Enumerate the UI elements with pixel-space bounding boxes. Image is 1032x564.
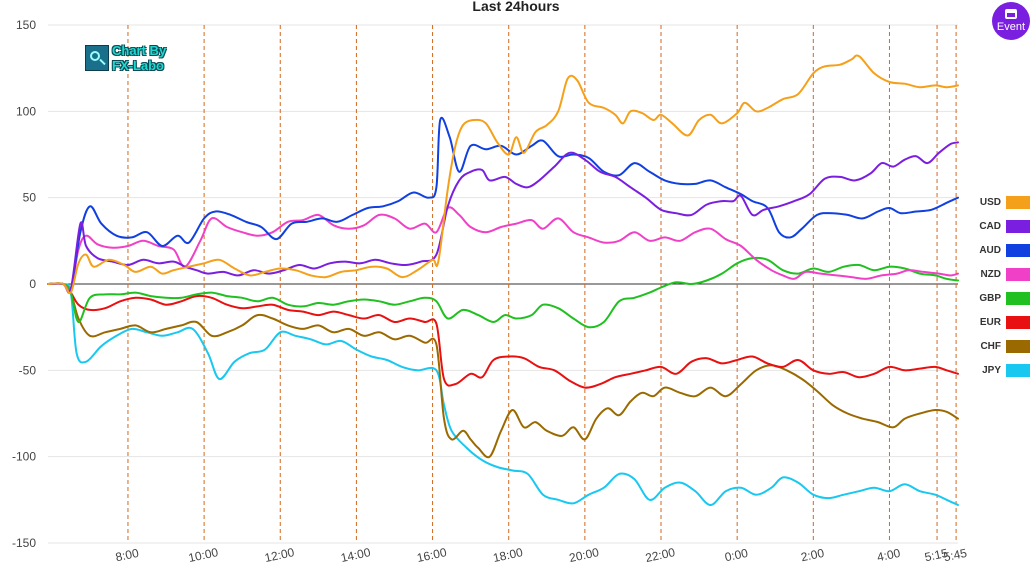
x-tick-label: 0:00	[723, 546, 749, 564]
x-tick-label: 8:00	[114, 546, 140, 564]
x-tick-label: 5:15	[923, 546, 949, 564]
fx-labo-logo: Chart By FX-Labo	[85, 43, 166, 73]
series-line-chf	[47, 282, 959, 459]
vertical-gridlines	[127, 25, 957, 543]
legend-item-nzd[interactable]: NZD	[968, 262, 1030, 286]
legend-swatch	[1006, 243, 1030, 257]
x-axis: 8:00 10:00 12:00 14:00 16:00 18:00 20:00 22:00 0…	[114, 545, 968, 564]
magnifier-chart-icon	[85, 45, 109, 71]
x-tick-label: 10:00	[187, 545, 220, 564]
legend-label: CAD	[979, 220, 1001, 232]
legend-swatch	[1006, 195, 1030, 209]
legend-item-jpy[interactable]: JPY	[968, 358, 1030, 382]
y-tick-label: 100	[16, 104, 36, 118]
series-lines	[47, 54, 959, 506]
legend-item-chf[interactable]: CHF	[968, 334, 1030, 358]
legend-label: EUR	[979, 316, 1001, 328]
x-tick-label: 4:00	[876, 546, 902, 564]
series-line-aud	[47, 116, 959, 294]
legend-swatch	[1006, 363, 1030, 377]
x-tick-label: 22:00	[644, 545, 677, 564]
series-line-nzd	[47, 206, 959, 292]
legend-label: AUD	[979, 244, 1001, 256]
y-tick-label: 50	[23, 191, 37, 205]
series-line-usd	[47, 54, 959, 295]
chart-title: Last 24hours	[472, 0, 560, 14]
x-tick-label: 20:00	[568, 545, 601, 564]
x-tick-label: 12:00	[263, 545, 296, 564]
x-tick-label: 14:00	[339, 545, 372, 564]
y-tick-label: 0	[29, 277, 36, 291]
horizontal-gridlines	[48, 24, 958, 544]
legend-label: JPY	[982, 364, 1001, 376]
legend-item-aud[interactable]: AUD	[968, 238, 1030, 262]
legend-swatch	[1006, 315, 1030, 329]
series-line-eur	[47, 282, 959, 389]
y-tick-label: -50	[19, 363, 37, 377]
y-tick-label: 150	[16, 18, 36, 32]
x-tick-label: 5:45	[942, 546, 968, 564]
event-button-label: Event	[996, 21, 1026, 33]
x-tick-label: 18:00	[492, 545, 525, 564]
logo-line-1: Chart By	[112, 43, 167, 58]
legend-swatch	[1006, 291, 1030, 305]
y-axis: 150 100 50 0 -50 -100 -150	[12, 18, 36, 550]
x-tick-label: 2:00	[800, 546, 826, 564]
legend-swatch	[1006, 267, 1030, 281]
legend-item-eur[interactable]: EUR	[968, 310, 1030, 334]
legend-item-usd[interactable]: USD	[968, 190, 1030, 214]
y-tick-label: -150	[12, 536, 36, 550]
legend-label: GBP	[979, 292, 1001, 304]
legend-label: USD	[979, 196, 1001, 208]
legend-label: CHF	[980, 340, 1001, 352]
legend-swatch	[1006, 339, 1030, 353]
legend-label: NZD	[980, 268, 1001, 280]
series-line-jpy	[47, 282, 959, 506]
event-button[interactable]: Event	[992, 2, 1030, 40]
legend-item-cad[interactable]: CAD	[968, 214, 1030, 238]
legend-item-gbp[interactable]: GBP	[968, 286, 1030, 310]
legend-swatch	[1006, 219, 1030, 233]
x-tick-label: 16:00	[416, 545, 449, 564]
calendar-icon	[1005, 9, 1017, 19]
legend: USD CAD AUD NZD GBP EUR CHF JPY	[968, 190, 1030, 382]
logo-line-2: FX-Labo	[112, 58, 164, 73]
y-tick-label: -100	[12, 450, 36, 464]
